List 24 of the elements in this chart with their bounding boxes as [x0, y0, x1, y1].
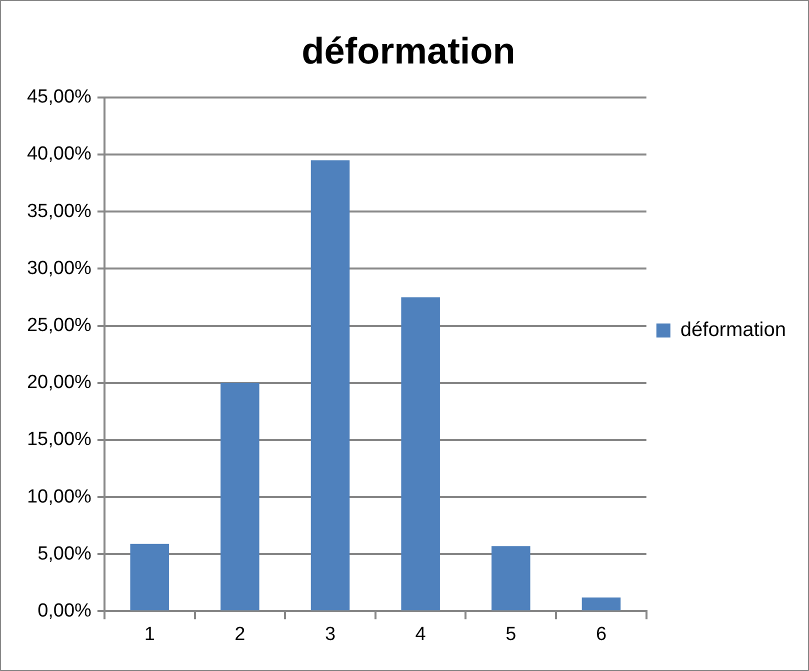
y-tick-label: 25,00%: [26, 314, 92, 336]
x-tick-label: 6: [596, 624, 607, 645]
y-tick-label: 20,00%: [26, 372, 92, 394]
y-tick-label: 0,00%: [38, 600, 92, 622]
chart-title: déformation: [302, 30, 516, 72]
y-tick-label: 15,00%: [26, 429, 92, 450]
y-tick-label: 30,00%: [26, 258, 92, 279]
bar: [401, 297, 440, 610]
legend-label: déformation: [680, 319, 786, 342]
x-tick-label: 4: [415, 624, 426, 645]
bar: [582, 598, 621, 610]
bar: [310, 160, 350, 610]
x-tick-label: 1: [144, 624, 155, 645]
x-tick-label: 3: [324, 624, 336, 645]
y-tick-label: 5,00%: [38, 543, 92, 564]
x-tick-label: 2: [234, 624, 246, 645]
bar: [492, 546, 530, 610]
x-tick-label: 5: [506, 624, 516, 645]
y-tick-label: 35,00%: [26, 200, 92, 222]
y-tick-label: 40,00%: [26, 144, 92, 165]
bar: [130, 544, 169, 610]
bar: [220, 382, 260, 610]
y-tick-label: 45,00%: [26, 86, 92, 108]
y-tick-label: 10,00%: [26, 486, 92, 508]
